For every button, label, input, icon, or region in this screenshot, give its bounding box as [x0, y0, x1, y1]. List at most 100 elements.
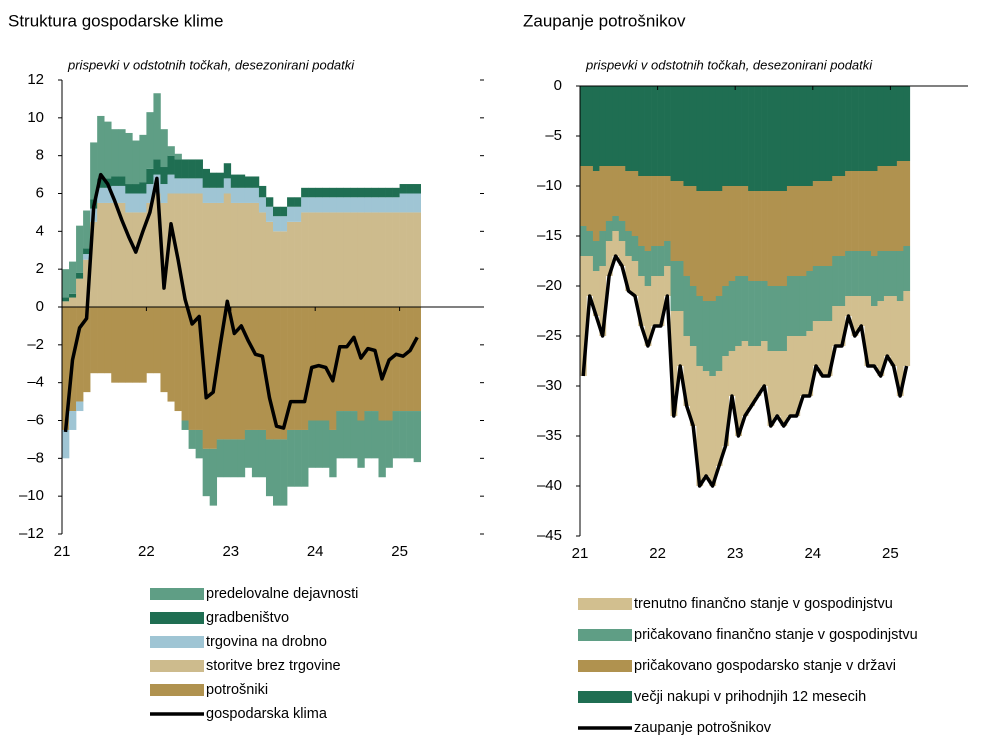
bar-segment	[97, 187, 105, 203]
y-tick-label: –6	[27, 411, 44, 428]
bar-segment	[83, 307, 91, 393]
y-tick-label: 12	[27, 71, 44, 88]
bar-segment	[741, 186, 749, 276]
bar-segment	[364, 212, 372, 307]
bar-segment	[677, 311, 684, 366]
bar-segment	[378, 420, 386, 478]
bar-segment	[832, 256, 839, 306]
bar-segment	[741, 341, 749, 416]
bar-segment	[280, 231, 288, 307]
bar-segment	[638, 176, 645, 246]
legend-swatch	[578, 660, 632, 672]
bar-segment	[315, 197, 323, 213]
bar-segment	[118, 307, 126, 383]
bar-segment	[132, 140, 140, 185]
bar-segment	[605, 221, 613, 241]
bar-segment	[722, 186, 730, 286]
bar-segment	[181, 193, 189, 307]
line	[581, 254, 909, 488]
y-tick-label: –10	[537, 177, 562, 194]
bar-segment	[69, 293, 77, 298]
x-tick-label: 24	[804, 545, 821, 562]
x-tick-label: 23	[727, 545, 744, 562]
bar-segment	[69, 261, 77, 294]
bar-segment	[586, 86, 594, 166]
x-tick-label: 24	[307, 543, 324, 560]
bar-segment	[580, 226, 587, 256]
legend-label: večji nakupi v prihodnjih 12 mesecih	[634, 689, 866, 705]
bar-segment	[336, 411, 344, 459]
bar-segment	[819, 321, 827, 376]
bar-segment	[139, 134, 147, 183]
bar-segment	[132, 307, 140, 383]
bar-segment	[890, 86, 898, 166]
bar-segment	[230, 187, 239, 203]
bar-segment	[851, 171, 859, 251]
y-tick-label: 6	[36, 184, 44, 201]
bar-segment	[160, 184, 168, 203]
bar-segment	[301, 187, 309, 198]
bar-segment	[670, 86, 678, 181]
bar-segment	[174, 178, 182, 194]
x-tick-label: 21	[572, 545, 589, 562]
bar-segment	[167, 174, 175, 194]
bar-segment	[618, 166, 626, 221]
bar-segment	[371, 307, 379, 412]
bar-segment	[786, 86, 794, 186]
bar-segment	[392, 212, 400, 307]
bar-segment	[612, 231, 620, 256]
chart-title: Zaupanje potrošnikov	[523, 11, 686, 30]
legend-swatch	[578, 598, 632, 610]
bar-segment	[118, 185, 126, 203]
y-tick-label: –25	[537, 327, 562, 344]
bar-segment	[799, 186, 807, 276]
bar-segment	[903, 246, 911, 291]
bar-segment	[722, 86, 730, 186]
bar-segment	[812, 321, 820, 366]
bar-segment	[209, 307, 218, 449]
chart-title: Struktura gospodarske klime	[8, 11, 223, 30]
bar-segment	[670, 181, 678, 261]
bar-segment	[728, 281, 736, 351]
bar-segment	[858, 296, 865, 326]
bar-segment	[315, 212, 323, 307]
bar-segment	[618, 221, 626, 241]
bar-segment	[385, 212, 393, 307]
bar-segment	[273, 439, 281, 506]
bar-segment	[612, 216, 620, 231]
bar-segment	[62, 297, 70, 302]
bar-segment	[592, 241, 600, 271]
bar-segment	[825, 266, 833, 321]
bar-segment	[903, 86, 911, 161]
bar-segment	[216, 187, 225, 203]
bar-segment	[851, 296, 859, 336]
bar-segment	[280, 216, 288, 232]
bar-segment	[62, 307, 70, 430]
bar-segment	[273, 206, 281, 217]
bar-segment	[251, 307, 260, 430]
bar-segment	[174, 153, 182, 160]
bar-segment	[806, 331, 814, 396]
bar-segment	[343, 307, 351, 412]
bar-segment	[181, 307, 189, 421]
bar-segment	[406, 184, 414, 194]
bar-segment	[871, 256, 878, 306]
bar-segment	[748, 191, 755, 281]
bar-segment	[399, 193, 407, 213]
bar-segment	[357, 197, 365, 213]
x-tick-label: 25	[391, 543, 408, 560]
legend-label: trgovina na drobno	[206, 634, 327, 650]
bar-segment	[793, 336, 801, 416]
bar-segment	[599, 266, 607, 336]
bar-segment	[858, 86, 865, 171]
bar-segment	[76, 225, 84, 273]
bar-segment	[294, 197, 302, 207]
bar-segment	[864, 296, 872, 366]
y-tick-label: –12	[19, 525, 44, 542]
bar-segment	[97, 178, 105, 188]
bar-segment	[167, 307, 175, 402]
bar-segment	[265, 206, 274, 222]
bar-segment	[605, 166, 613, 221]
y-tick-label: –10	[19, 487, 44, 504]
bar-segment	[188, 159, 196, 179]
